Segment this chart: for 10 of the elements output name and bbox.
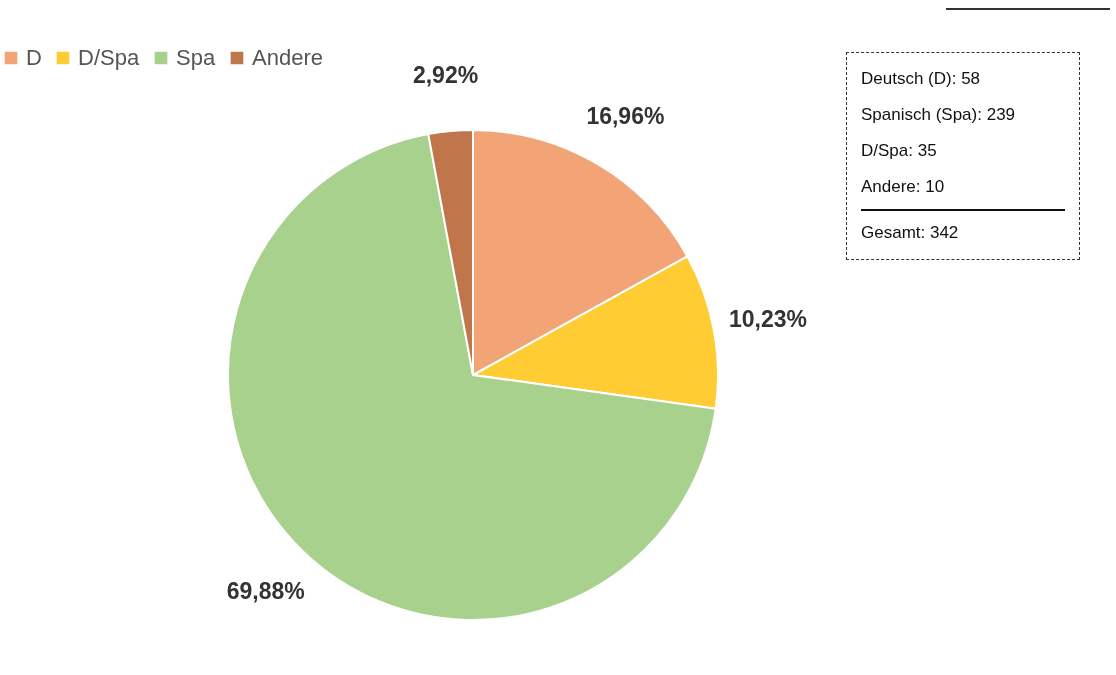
legend-label: D: [26, 45, 42, 70]
data-label: 2,92%: [412, 62, 479, 89]
data-label: 10,23%: [728, 306, 807, 333]
note-box: Deutsch (D): 58 Spanisch (Spa): 239 D/Spa: 35 Andere: 10 Gesamt: 342: [846, 52, 1080, 260]
data-label: 16,96%: [586, 102, 665, 129]
legend-label: Andere: [252, 45, 323, 70]
pie-slice: [227, 133, 717, 621]
data-label: 69,88%: [226, 577, 305, 604]
legend-label: D/Spa: [78, 45, 140, 70]
legend-label: Spa: [176, 45, 216, 70]
